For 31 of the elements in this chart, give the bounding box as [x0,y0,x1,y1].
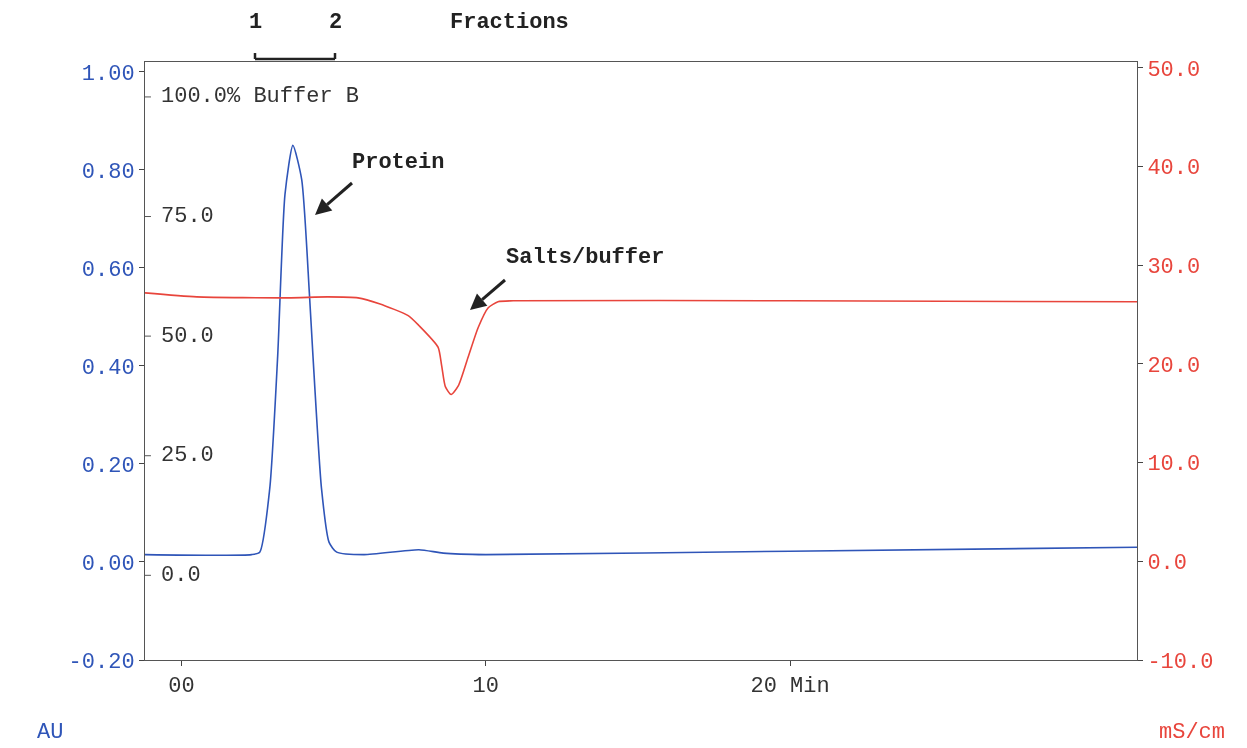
y3-tick-label: 0.0 [161,563,201,588]
text: Fractions [450,10,569,35]
y3-tick-label: 25.0 [161,443,214,468]
annotation: Protein [352,150,445,175]
y3-tick-label: 75.0 [161,204,214,229]
y-tick-label: 0.60 [81,257,135,283]
y-tick-label: 0.40 [81,355,135,381]
y2-tick-label: 50.0 [1147,57,1201,83]
y-tick-label: 1.00 [81,61,135,87]
y-tick-label: -0.20 [68,649,135,675]
y2-tick-label: 20.0 [1147,353,1201,379]
y-tick-label: 0.80 [81,159,135,185]
text: 1 [249,10,263,35]
line-series [145,144,1137,557]
y2-tick-label: 30.0 [1147,254,1201,280]
y2-axis-title: mS/cm [1159,720,1226,745]
line-series [145,292,1137,396]
y-tick-label: 0.20 [81,453,135,479]
annotation: Salts/buffer [506,245,665,270]
y3-tick-label: 50.0 [161,324,214,349]
y-tick-label: 0.00 [81,551,135,577]
x-tick-label: 00 [168,674,195,700]
x-tick-label: 10 [472,674,500,700]
y-axis-title: AU [37,720,64,745]
y2-tick-label: 0.0 [1147,551,1188,577]
y3-tick-label: 100.0% Buffer B [161,84,360,109]
x-tick-label: 20 Min [750,674,830,700]
y2-tick-label: -10.0 [1147,649,1214,675]
y2-tick-label: 10.0 [1147,452,1201,478]
y2-tick-label: 40.0 [1147,156,1201,182]
text: 2 [329,10,343,35]
